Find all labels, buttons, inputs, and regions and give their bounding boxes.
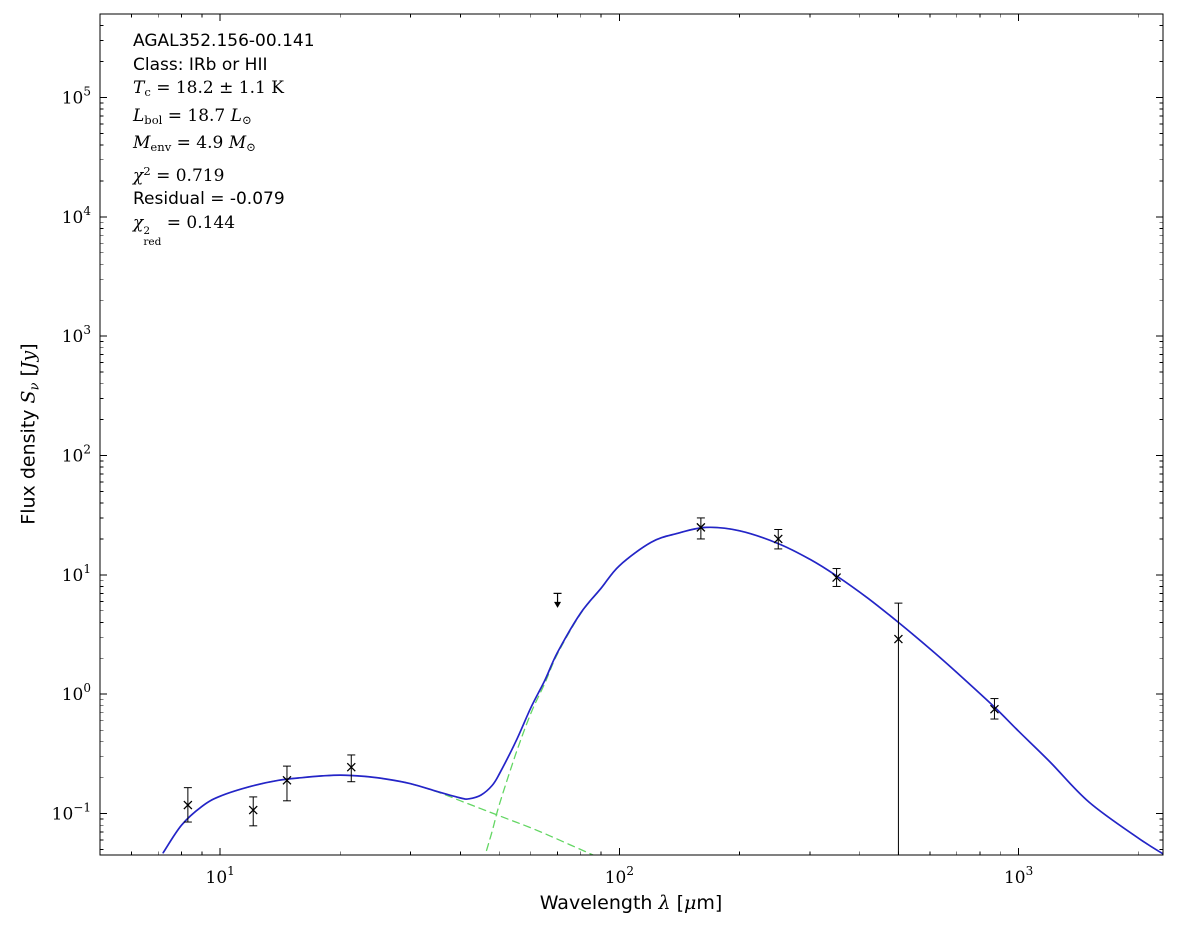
y-tick-label: 104	[62, 204, 92, 228]
x-tick-label: 102	[605, 864, 634, 888]
annotation-line: Lbol = 18.7 L⊙	[133, 105, 252, 127]
stacked-sub-sup: 2 red	[143, 224, 162, 248]
y-tick-label: 105	[62, 84, 91, 108]
annotation-line: AGAL352.156-00.141	[133, 31, 315, 51]
annotation-line: Tc = 18.2 ± 1.1 K	[133, 78, 284, 100]
data-point	[696, 517, 706, 540]
warm-component-fit-curve	[162, 774, 595, 855]
annotation-line: χ 2 red = 0.144	[133, 212, 236, 248]
y-tick-label: 100	[62, 681, 91, 705]
x-tick-label: 103	[1004, 864, 1033, 888]
y-tick-label: 101	[62, 562, 91, 586]
y-tick-label: 103	[62, 323, 91, 347]
y-axis-label: Flux density Sν [Jy]	[17, 343, 43, 525]
cold-component-fit-curve	[484, 526, 1163, 855]
x-tick-label: 101	[206, 864, 235, 888]
annotation-line: Class: IRb or HII	[133, 54, 268, 75]
y-tick-label: 10−1	[52, 801, 91, 825]
axes-frame	[99, 13, 1164, 856]
tick-labels: 101 102 103 10−1 100 101 102 103 104 105	[52, 84, 1034, 888]
annotation-line: Menv = 4.9 M⊙	[133, 133, 256, 155]
fit-parameters-annotation: AGAL352.156-00.141 Class: IRb or HII Tc = …	[133, 30, 315, 248]
data-point	[346, 754, 356, 783]
annotation-line: Residual = -0.079	[133, 189, 285, 210]
data-point	[248, 796, 258, 827]
total-fit-curve	[162, 526, 1163, 855]
data-point	[893, 602, 903, 855]
data-point	[989, 698, 999, 720]
upper-limit-marker	[553, 592, 562, 608]
axes	[99, 13, 1164, 856]
x-axis-label: Wavelength λ [μm]	[539, 892, 723, 914]
annotation-line: χ2 = 0.719	[133, 164, 225, 186]
data-point	[183, 787, 193, 823]
data-points	[183, 517, 999, 855]
data-point	[282, 765, 292, 802]
fit-curves	[162, 526, 1163, 855]
data-point	[832, 568, 842, 587]
data-point	[773, 528, 783, 550]
y-tick-label: 102	[62, 443, 91, 467]
